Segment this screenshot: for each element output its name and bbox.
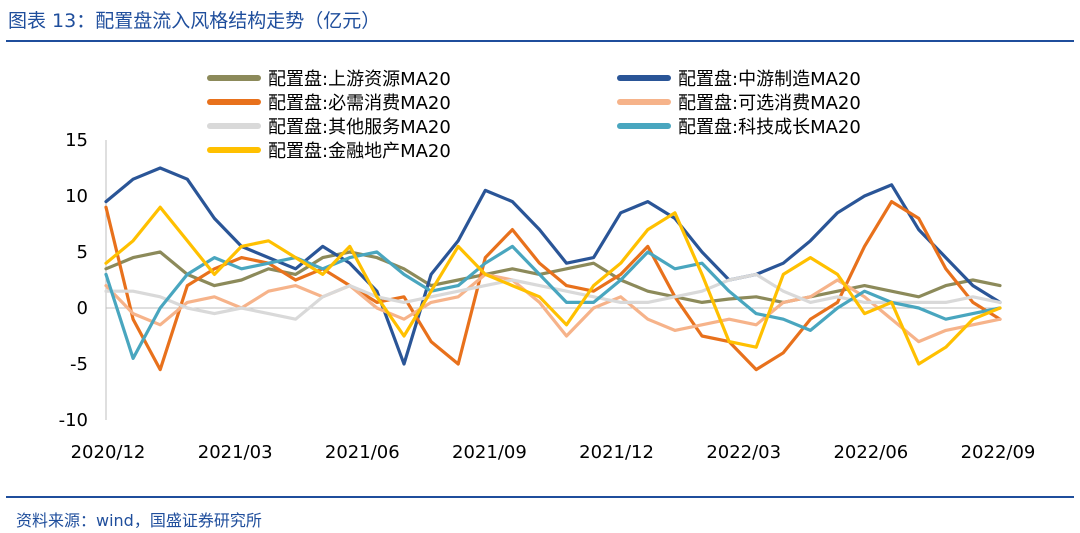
x-tick-label: 2020/12: [71, 442, 146, 463]
legend-label: 配置盘:可选消费MA20: [678, 93, 861, 114]
x-tick-label: 2021/03: [198, 442, 273, 463]
bottom-divider: [6, 496, 1074, 498]
series-layer: [104, 166, 1002, 372]
series-line: [104, 272, 1002, 344]
x-tick-label: 2021/06: [325, 442, 400, 463]
y-tick-label: -5: [70, 354, 88, 375]
y-tick-label: 0: [77, 298, 88, 319]
top-divider: [6, 40, 1074, 42]
series-line: [104, 166, 1002, 366]
y-tick-label: -10: [59, 410, 88, 431]
legend-label: 配置盘:中游制造MA20: [678, 69, 861, 90]
y-tick-label: 15: [65, 130, 88, 151]
legend-label: 配置盘:其他服务MA20: [268, 117, 451, 138]
x-tick-label: 2022/06: [833, 442, 908, 463]
x-tick-label: 2022/09: [961, 442, 1036, 463]
legend-label: 配置盘:金融地产MA20: [268, 141, 451, 162]
x-tick-label: 2022/03: [706, 442, 781, 463]
legend-label: 配置盘:上游资源MA20: [268, 69, 451, 90]
legend: 配置盘:上游资源MA20 配置盘:中游制造MA20 配置盘:必需消费MA20 配置盘:…: [207, 69, 861, 162]
axes: 15 10 5 0 -5 -10 2020/12 2021/03 2021/06 2021/09 2…: [59, 130, 1036, 463]
series-line: [104, 244, 1002, 360]
x-tick-label: 2021/12: [579, 442, 654, 463]
figure-title: 图表 13：配置盘流入风格结构走势（亿元）: [8, 10, 381, 32]
series-line: [104, 205, 1002, 366]
legend-label: 配置盘:科技成长MA20: [678, 117, 861, 138]
y-tick-label: 10: [65, 186, 88, 207]
legend-label: 配置盘:必需消费MA20: [268, 93, 451, 114]
series-line: [104, 200, 1002, 372]
x-tick-label: 2021/09: [452, 442, 527, 463]
source-note: 资料来源：wind，国盛证券研究所: [16, 511, 262, 530]
y-tick-label: 5: [77, 242, 88, 263]
